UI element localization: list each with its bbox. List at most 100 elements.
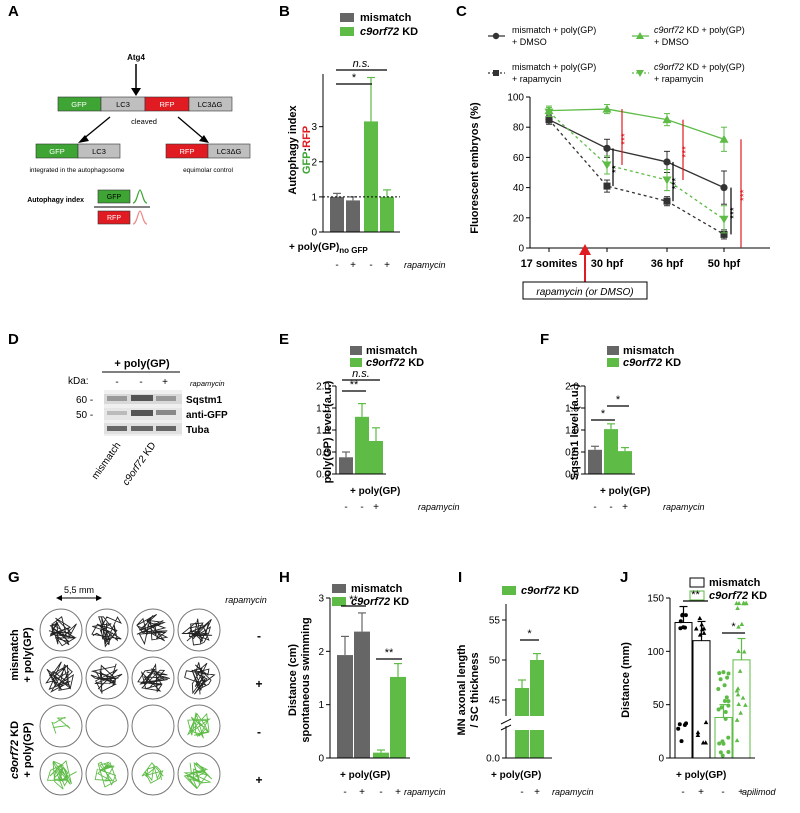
d-label-sqstm1: Sqstm1 — [186, 395, 223, 406]
j-datapoint — [693, 626, 699, 631]
band-sqstm1-2 — [131, 395, 153, 401]
h-sig-label: ** — [349, 594, 358, 606]
b-bar — [364, 121, 378, 232]
h-y-tick-label: 1 — [318, 700, 324, 711]
g-swim-track — [183, 762, 213, 790]
b-y-tick-label: 0 — [311, 228, 317, 239]
b-bar — [330, 196, 344, 232]
f-rapamycin: rapamycin — [663, 502, 705, 512]
atg4-label: Atg4 — [127, 53, 145, 62]
j-ylabel: Distance (mm) — [620, 642, 632, 718]
panel-e: mismatch c9orf72 KD 0.0 0.5 1.0 1.5 2.0 **n.s… — [316, 345, 459, 513]
g-swim-track — [51, 716, 71, 734]
b-y-tick-label: 2 — [311, 157, 317, 168]
c-point — [602, 104, 612, 113]
h-ylabel1: Distance (cm) — [287, 644, 299, 716]
c-legend-1b: + DMSO — [512, 37, 547, 47]
c-y-tick-label: 80 — [513, 123, 525, 134]
h-bar — [354, 631, 370, 758]
c-x-tick-label: 36 hpf — [651, 258, 684, 270]
d-cond-2: - — [139, 377, 142, 388]
panel-letter-f: F — [540, 331, 549, 348]
h-xlabel: + poly(GP) — [340, 770, 390, 781]
j-datapoint — [738, 710, 743, 715]
cleaved-lc3 — [77, 143, 121, 159]
g-swim-track — [90, 663, 123, 694]
i-condition: + — [534, 787, 540, 798]
j-datapoint — [699, 622, 705, 627]
d-label-gfp: anti-GFP — [186, 410, 228, 421]
g-row2-label-a: c9orf72 KD — [9, 721, 21, 779]
j-datapoint — [682, 625, 687, 630]
g-row1-label-a: mismatch — [9, 629, 21, 681]
h-condition: + — [395, 787, 401, 798]
j-datapoint — [735, 605, 740, 611]
j-datapoint — [720, 739, 725, 744]
h-legend-kd: c9orf72 KD — [351, 596, 409, 608]
j-condition: + — [738, 787, 744, 798]
c-legend-1: mismatch + poly(GP) — [512, 25, 596, 35]
g-scale-label: 5,5 mm — [64, 585, 94, 595]
g-swim-track — [141, 762, 164, 784]
band-sqstm1-1 — [107, 396, 127, 401]
c-x-tick-label: 30 hpf — [591, 258, 624, 270]
g-well — [131, 704, 175, 748]
panel-f: mismatch c9orf72 KD 0.00.51.01.52.0**- - +… — [565, 345, 704, 513]
j-datapoint — [699, 626, 705, 632]
e-condition: + — [373, 502, 379, 513]
g-well — [39, 752, 83, 796]
c-boxed-label: rapamycin (or DMSO) — [536, 287, 633, 298]
c-sig-label: *** — [620, 133, 631, 145]
construct-lc3dg — [188, 96, 233, 112]
autophagy-index-label: Autophagy index — [27, 197, 84, 204]
j-datapoint — [743, 702, 748, 707]
d-kda: kDa: — [68, 376, 89, 387]
j-datapoint — [726, 699, 731, 704]
j-bar — [692, 640, 711, 759]
panel-h: mismatch c9orf72 KD 0 1 2 3 ** ** - + - + Distanc… — [287, 583, 446, 798]
cleaved-lc3dg-label: LC3ΔG — [217, 147, 242, 156]
c-legend-3b: + rapamycin — [512, 74, 561, 84]
f-y-tick-label: 2.0 — [565, 382, 579, 393]
j-datapoint — [725, 675, 730, 680]
j-datapoint — [722, 683, 727, 688]
seg-gfp-label: GFP — [71, 100, 86, 109]
g-well — [39, 704, 83, 748]
b-condition: - — [335, 260, 338, 271]
chart-h: 0 1 2 3 ** ** - + - + — [318, 594, 410, 798]
c-point — [544, 108, 554, 117]
d-label-tuba: Tuba — [186, 425, 210, 436]
c-sig-label: ** — [611, 165, 622, 173]
g-row2-label-b: + poly(GP) — [22, 722, 34, 778]
c-y-tick-label: 20 — [513, 213, 525, 224]
h-bar — [373, 752, 389, 758]
h-bar — [337, 655, 353, 758]
chart-b: 0 1 2 3 * n.s. - + - + — [311, 58, 400, 271]
h-condition: - — [343, 787, 346, 798]
j-y-tick-label: 0 — [658, 754, 664, 765]
e-bar — [355, 416, 369, 474]
g-rapamycin: rapamycin — [225, 595, 267, 605]
cleaved-lc3dg — [207, 143, 251, 159]
i-bar — [530, 660, 544, 716]
cleaved-gfp-label: GFP — [49, 147, 64, 156]
b-condition: + — [350, 260, 356, 271]
f-y-tick-label: 0.5 — [565, 448, 579, 459]
j-datapoint — [734, 600, 739, 606]
e-rapamycin: rapamycin — [418, 502, 460, 512]
j-bar — [674, 622, 693, 759]
i-y-tick-label: 55 — [489, 616, 501, 627]
c-sig-label: *** — [671, 178, 682, 190]
g-row-cond-1: - — [257, 629, 261, 643]
f-sig-label: * — [616, 394, 621, 406]
f-y-tick-label: 1.0 — [565, 426, 579, 437]
b-y-tick-label: 1 — [311, 192, 317, 203]
h-condition: + — [359, 787, 365, 798]
c-x-tick-label: 17 somites — [521, 258, 578, 270]
j-y-tick-label: 100 — [647, 647, 664, 658]
c-point — [662, 115, 672, 124]
j-datapoint — [701, 630, 707, 635]
b-sig-label: n.s. — [353, 58, 371, 70]
f-condition: - — [609, 502, 612, 513]
